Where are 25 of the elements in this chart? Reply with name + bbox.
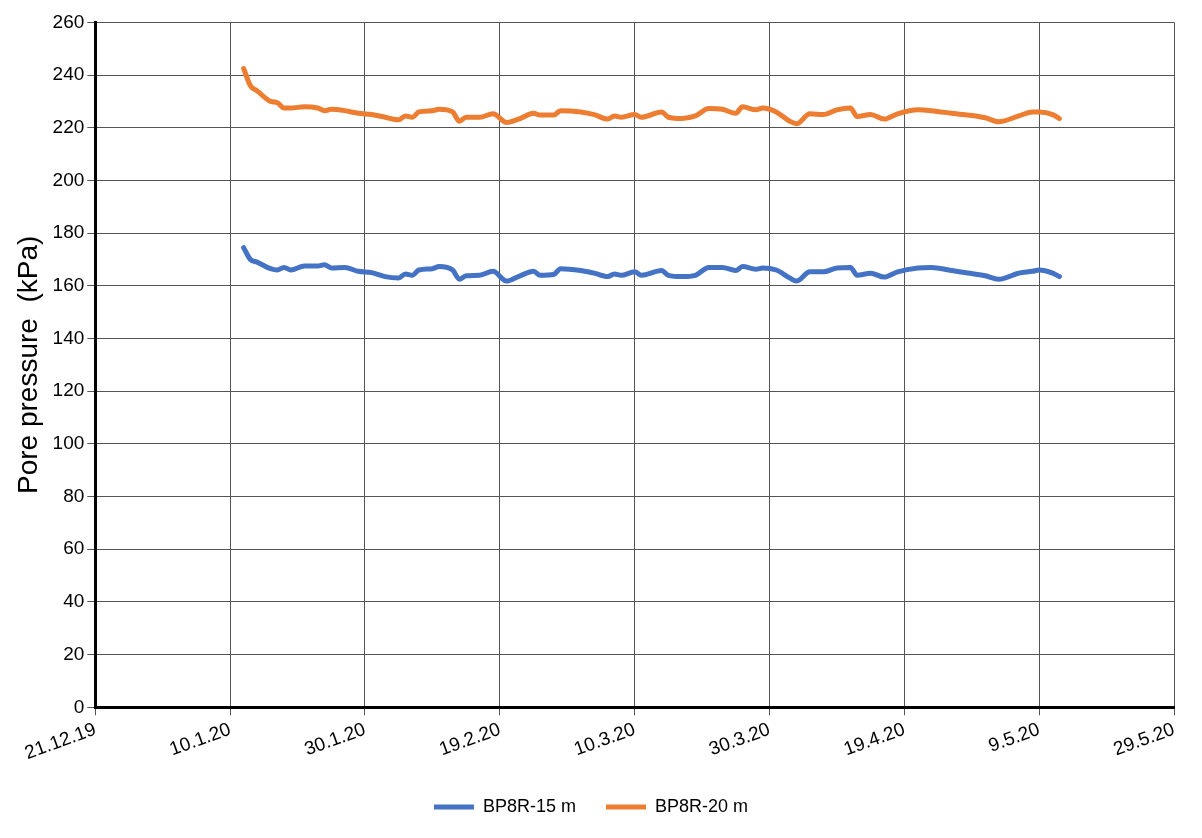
legend-label: BP8R-20 m	[655, 795, 749, 816]
x-tick-label: 10.1.20	[166, 717, 234, 760]
y-tick-label: 140	[52, 326, 85, 348]
y-tick-label: 180	[52, 221, 85, 243]
x-tick-label: 19.4.20	[840, 717, 908, 760]
y-tick-label: 260	[52, 10, 85, 32]
x-tick-label: 30.3.20	[705, 717, 773, 760]
y-tick-label: 40	[63, 590, 85, 612]
x-tick-label: 19.2.20	[436, 717, 503, 760]
x-tick-label: 9.5.20	[985, 717, 1043, 756]
x-tick-label: 29.5.20	[1110, 717, 1178, 760]
legend-label: BP8R-15 m	[482, 795, 577, 816]
y-tick-label: 20	[63, 642, 85, 664]
y-tick-label: 240	[52, 63, 85, 85]
y-tick-label: 120	[52, 379, 85, 401]
y-tick-label: 220	[52, 116, 85, 137]
y-tick-label: 100	[52, 432, 85, 454]
y-tick-label: 160	[52, 274, 85, 296]
y-tick-label: 200	[52, 168, 85, 190]
y-axis-title: Pore pressure (kPa)	[11, 235, 43, 494]
y-tick-label: 80	[63, 484, 85, 506]
x-tick-label: 10.3.20	[571, 717, 638, 760]
x-tick-label: 30.1.20	[301, 717, 369, 760]
y-tick-label: 60	[63, 537, 85, 559]
y-tick-label: 0	[73, 695, 85, 717]
